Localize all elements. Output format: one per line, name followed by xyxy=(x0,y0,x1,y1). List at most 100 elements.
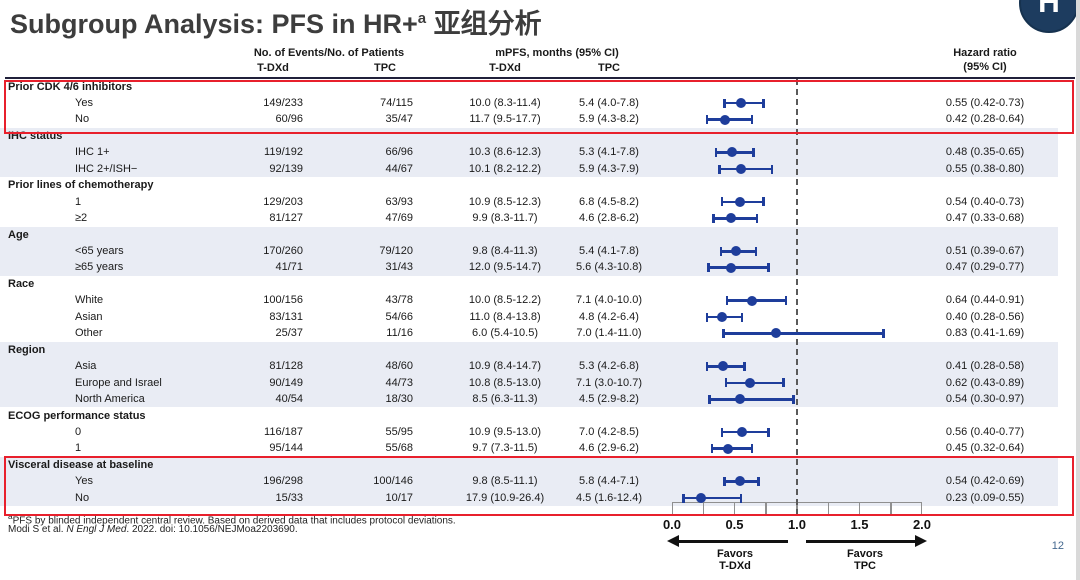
subgroup-row: Other 25/37 11/16 6.0 (5.4-10.5) 7.0 (1.4-11… xyxy=(0,325,1058,341)
section-header-row: Age xyxy=(0,226,1058,243)
axis-tick xyxy=(765,502,767,515)
section-label: ECOG performance status xyxy=(8,409,146,422)
cell-mpfs-tdxd: 11.7 (9.5-17.7) xyxy=(469,113,541,126)
ci-cap xyxy=(762,98,765,108)
ci-line xyxy=(707,118,752,121)
ci-line xyxy=(719,167,772,171)
cell-hazard-ratio: 0.47 (0.29-0.77) xyxy=(945,261,1025,274)
ci-cap xyxy=(723,98,726,108)
subgroup-row: 1 95/144 55/68 9.7 (7.3-11.5) 4.6 (2.9-6.2) 0… xyxy=(0,440,1058,456)
subgroup-label: ≥65 years xyxy=(75,261,124,274)
ci-cap xyxy=(705,361,709,371)
subgroup-row: Europe and Israel 90/149 44/73 10.8 (8.5-13… xyxy=(0,374,1058,392)
subgroup-row: ≥2 81/127 47/69 9.9 (8.3-11.7) 4.6 (2.8-6.2)… xyxy=(0,210,1058,226)
ci-cap xyxy=(725,296,729,306)
cell-hazard-ratio: 0.62 (0.43-0.89) xyxy=(945,376,1025,389)
ci-line xyxy=(725,381,784,385)
cell-mpfs-tpc: 7.0 (4.2-8.5) xyxy=(579,425,639,438)
cell-mpfs-tpc: 7.1 (4.0-10.0) xyxy=(575,294,643,307)
hr-point xyxy=(727,147,737,158)
hr-point xyxy=(723,443,734,454)
ci-cap xyxy=(682,493,685,503)
cell-events-tpc: 55/95 xyxy=(385,425,413,438)
ci-cap xyxy=(743,361,746,371)
cell-hazard-ratio: 0.47 (0.33-0.68) xyxy=(945,212,1025,225)
ci-cap xyxy=(705,115,709,125)
ci-cap xyxy=(882,329,885,339)
cell-events-tpc: 18/30 xyxy=(385,393,413,406)
subgroup-label: Asian xyxy=(75,310,103,323)
subgroup-label: 0 xyxy=(75,425,82,438)
subgroup-row: ≥65 years 41/71 31/43 12.0 (9.5-14.7) 5.6 (4… xyxy=(0,259,1058,276)
column-subheader-mpfs-tdxd: T-DXd xyxy=(489,62,521,74)
ci-cap xyxy=(714,148,717,158)
cell-events-tdxd: 149/233 xyxy=(263,96,303,109)
cell-mpfs-tdxd: 10.1 (8.2-12.2) xyxy=(468,162,542,175)
cell-mpfs-tdxd: 6.0 (5.4-10.5) xyxy=(471,327,539,340)
cell-events-tdxd: 81/128 xyxy=(269,360,303,373)
ci-cap xyxy=(782,378,785,388)
column-subheader-events-tdxd: T-DXd xyxy=(257,62,289,74)
subgroup-row: White 100/156 43/78 10.0 (8.5-12.2) 7.1 (4.0… xyxy=(0,292,1058,308)
cell-events-tpc: 43/78 xyxy=(385,294,413,307)
section-header-row: Prior lines of chemotherapy xyxy=(0,177,1058,193)
cell-hazard-ratio: 0.64 (0.44-0.91) xyxy=(945,294,1025,307)
subgroup-label: Asia xyxy=(75,360,97,373)
cell-events-tdxd: 95/144 xyxy=(269,442,303,455)
subgroup-row: Asia 81/128 48/60 10.9 (8.4-14.7) 5.3 (4.2-6… xyxy=(0,358,1058,375)
cell-hazard-ratio: 0.45 (0.32-0.64) xyxy=(945,442,1025,455)
cell-mpfs-tpc: 4.5 (1.6-12.4) xyxy=(575,491,643,504)
cell-mpfs-tdxd: 17.9 (10.9-26.4) xyxy=(465,491,545,504)
subgroup-label: No xyxy=(75,113,90,126)
ci-cap xyxy=(770,164,774,174)
hr-point xyxy=(735,163,746,174)
subgroup-label: 1 xyxy=(75,195,82,208)
ci-cap xyxy=(712,213,715,223)
cell-mpfs-tdxd: 9.9 (8.3-11.7) xyxy=(472,212,538,225)
section-header-row: Visceral disease at baseline xyxy=(0,456,1058,474)
cell-events-tdxd: 83/131 xyxy=(269,310,303,323)
section-header-row: Race xyxy=(0,276,1058,292)
column-subheader-events-tpc: TPC xyxy=(374,62,396,74)
cell-mpfs-tdxd: 8.5 (6.3-11.3) xyxy=(472,393,538,406)
favors-tpc-arrow xyxy=(806,540,916,543)
axis-tick-label: 0.0 xyxy=(662,517,682,532)
footnote-text: PFS by blinded independent central revie… xyxy=(12,515,456,527)
ci-cap xyxy=(750,115,754,125)
cell-hazard-ratio: 0.41 (0.28-0.58) xyxy=(945,360,1025,373)
cell-mpfs-tdxd: 10.9 (8.5-12.3) xyxy=(468,195,542,208)
hr-point xyxy=(737,427,747,438)
cell-events-tpc: 35/47 xyxy=(385,113,413,126)
subgroup-row: North America 40/54 18/30 8.5 (6.3-11.3) 4.5… xyxy=(0,391,1058,408)
cell-events-tdxd: 81/127 xyxy=(269,212,303,225)
cell-events-tpc: 10/17 xyxy=(385,491,413,504)
hr-point xyxy=(717,311,727,322)
subgroup-label: No xyxy=(75,491,90,504)
cell-mpfs-tpc: 5.9 (4.3-8.2) xyxy=(579,113,639,126)
cell-events-tpc: 74/115 xyxy=(380,96,413,109)
cell-mpfs-tdxd: 11.0 (8.4-13.8) xyxy=(469,310,541,323)
favors-tpc-label: Favors TPC xyxy=(846,548,884,572)
subgroup-label: Yes xyxy=(75,96,93,109)
section-header-row: ECOG performance status xyxy=(0,408,1058,424)
cell-mpfs-tpc: 5.4 (4.0-7.8) xyxy=(579,96,639,109)
ci-cap xyxy=(710,444,714,454)
citation-prefix: Modi S et al. xyxy=(8,524,67,535)
ci-cap xyxy=(757,477,760,487)
favors-tdxd-arrowhead xyxy=(667,535,679,547)
section-label: Race xyxy=(8,277,35,290)
subgroup-label: <65 years xyxy=(75,245,124,257)
subgroup-row: 0 116/187 55/95 10.9 (9.5-13.0) 7.0 (4.2-8.5… xyxy=(0,424,1058,440)
cell-events-tdxd: 92/139 xyxy=(269,162,303,175)
hr-point xyxy=(735,98,746,109)
cell-events-tdxd: 196/298 xyxy=(263,475,303,488)
cell-events-tpc: 63/93 xyxy=(385,195,413,208)
subgroup-label: Yes xyxy=(75,475,93,488)
ci-cap xyxy=(719,246,722,256)
section-label: Age xyxy=(8,228,29,241)
section-label: Region xyxy=(8,343,46,356)
cell-hazard-ratio: 0.23 (0.09-0.55) xyxy=(945,491,1025,504)
hr-point xyxy=(734,394,745,405)
subgroup-label: White xyxy=(75,294,104,307)
cell-mpfs-tdxd: 10.8 (8.5-13.0) xyxy=(468,376,542,389)
